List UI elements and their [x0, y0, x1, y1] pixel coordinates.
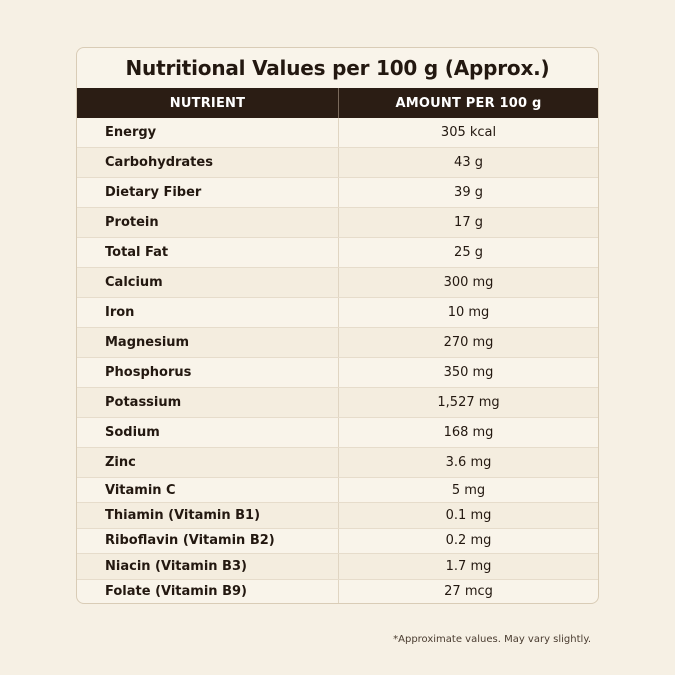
amount-cell: 43 g	[454, 155, 483, 170]
nutrient-cell: Phosphorus	[77, 358, 340, 387]
nutrient-cell: Dietary Fiber	[77, 178, 340, 207]
nutrient-cell: Riboflavin (Vitamin B2)	[77, 528, 340, 554]
amount-cell: 300 mg	[443, 275, 494, 290]
nutrient-cell: Total Fat	[77, 238, 340, 267]
table-row: Potassium 1,527 mg	[77, 388, 598, 418]
nutrient-cell: Magnesium	[77, 328, 340, 357]
amount-cell: 350 mg	[443, 365, 494, 380]
amount-cell: 27 mcg	[444, 584, 493, 600]
nutrient-cell: Protein	[77, 208, 340, 237]
nutrient-cell: Folate (Vitamin B9)	[77, 579, 340, 603]
footnote: *Approximate values. May vary slightly.	[393, 634, 591, 645]
table-row: Vitamin C 5 mg	[77, 478, 598, 504]
amount-cell: 39 g	[454, 185, 483, 200]
nutrient-cell: Calcium	[77, 268, 340, 297]
table-title: Nutritional Values per 100 g (Approx.)	[125, 56, 550, 80]
amount-cell: 3.6 mg	[445, 455, 492, 470]
table-row: Niacin (Vitamin B3) 1.7 mg	[77, 554, 598, 580]
table-row: Energy 305 kcal	[77, 118, 598, 148]
table-row: Calcium 300 mg	[77, 268, 598, 298]
table-row: Iron 10 mg	[77, 298, 598, 328]
table-row: Total Fat 25 g	[77, 238, 598, 268]
amount-cell: 0.2 mg	[445, 533, 492, 549]
amount-cell: 0.1 mg	[445, 508, 492, 524]
column-header-nutrient: NUTRIENT	[77, 88, 339, 118]
table-row: Thiamin (Vitamin B1) 0.1 mg	[77, 503, 598, 529]
nutrient-cell: Sodium	[77, 418, 340, 447]
amount-cell: 17 g	[454, 215, 483, 230]
nutrient-cell: Energy	[77, 118, 340, 147]
amount-cell: 1.7 mg	[445, 558, 492, 574]
table-row: Magnesium 270 mg	[77, 328, 598, 358]
table-row: Phosphorus 350 mg	[77, 358, 598, 388]
table-body: Energy 305 kcal Carbohydrates 43 g Dietary…	[77, 118, 598, 603]
table-row: Zinc 3.6 mg	[77, 448, 598, 478]
column-header-amount: AMOUNT PER 100 g	[395, 95, 542, 111]
table-header: NUTRIENT AMOUNT PER 100 g	[77, 88, 598, 118]
table-row: Dietary Fiber 39 g	[77, 178, 598, 208]
table-row: Protein 17 g	[77, 208, 598, 238]
amount-cell: 305 kcal	[440, 125, 497, 140]
amount-cell: 270 mg	[443, 335, 494, 350]
table-row: Sodium 168 mg	[77, 418, 598, 448]
nutrient-cell: Vitamin C	[77, 478, 340, 503]
amount-cell: 5 mg	[451, 482, 486, 498]
nutrient-cell: Iron	[77, 298, 340, 327]
nutrient-cell: Potassium	[77, 388, 340, 417]
nutrient-cell: Carbohydrates	[77, 148, 340, 177]
table-row: Carbohydrates 43 g	[77, 148, 598, 178]
amount-cell: 168 mg	[443, 425, 494, 440]
table-row: Folate (Vitamin B9) 27 mcg	[77, 579, 598, 603]
amount-cell: 10 mg	[447, 305, 490, 320]
amount-cell: 1,527 mg	[437, 395, 500, 410]
amount-cell: 25 g	[454, 245, 483, 260]
nutrient-cell: Thiamin (Vitamin B1)	[77, 503, 340, 528]
table-row: Riboflavin (Vitamin B2) 0.2 mg	[77, 528, 598, 555]
nutrition-table-card: Nutritional Values per 100 g (Approx.) N…	[76, 47, 599, 604]
nutrient-cell: Zinc	[77, 448, 340, 477]
nutrient-cell: Niacin (Vitamin B3)	[77, 554, 340, 579]
